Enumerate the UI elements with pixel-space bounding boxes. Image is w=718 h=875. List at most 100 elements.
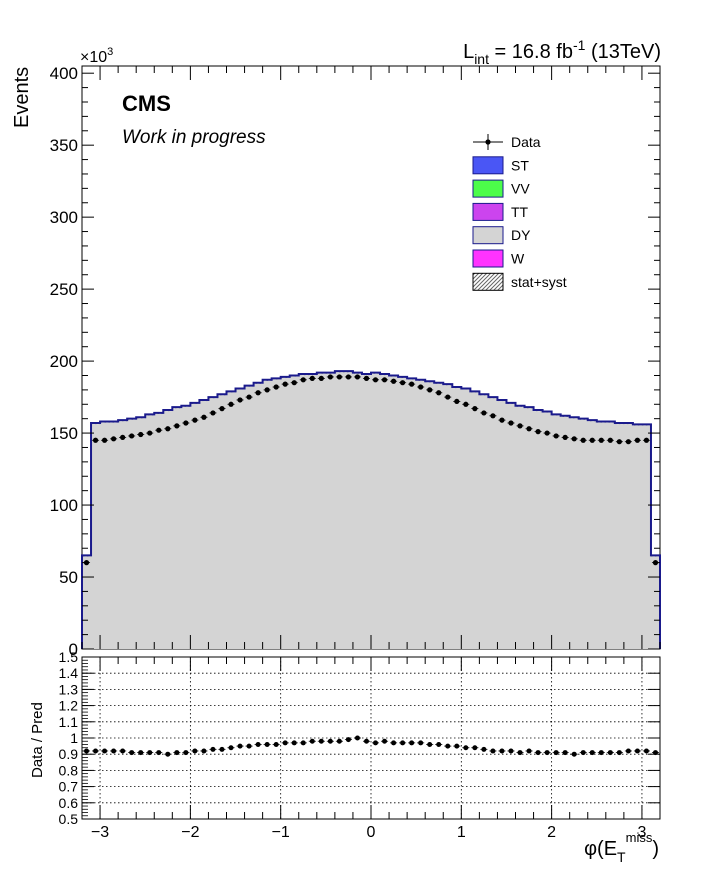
data-point [400,380,406,386]
data-point [598,437,604,443]
ratio-point [490,748,496,754]
ratio-point [111,748,117,754]
data-point [120,434,126,440]
ratio-point [84,748,90,754]
ratio-point [571,751,577,757]
y-tick-label: 100 [50,496,78,515]
legend-label: VV [511,181,530,197]
main-panel: 0 50 100 150 200 250 300 350 400 ×103 Events CMS… [11,46,661,659]
stack-outline [81,370,661,649]
ratio-point [201,748,207,754]
data-point [490,413,496,419]
data-point [390,378,397,384]
ratio-point [363,738,369,744]
data-point [156,427,162,433]
legend-swatch [472,226,504,245]
ratio-point [156,750,162,756]
legend-label: stat+syst [511,274,567,290]
work-in-progress-label: Work in progress [122,127,266,148]
ratio-point [481,746,487,752]
x-tick-label: −1 [272,824,290,841]
ratio-point [318,738,324,744]
data-point [625,439,631,445]
ratio-point [400,740,406,746]
data-point [318,375,324,381]
ratio-point [454,743,460,749]
ratio-point [102,748,108,754]
ratio-point [445,743,451,749]
cms-label: CMS [122,91,171,116]
ratio-point [508,748,514,754]
x-tick-label: 3 [637,824,646,841]
ratio-point [336,738,342,744]
data-point [354,374,361,380]
legend-label: TT [511,204,529,220]
data-point [300,377,306,383]
ratio-point [192,748,198,754]
x-axis-label: φ(ETmiss) [584,830,659,865]
data-point [607,437,613,443]
data-point [643,437,650,443]
ratio-y-axis-label: Data / Pred [29,702,46,778]
data-point [264,387,270,393]
data-point [508,420,514,426]
legend-swatch [472,272,504,291]
data-point [634,437,641,443]
ratio-y-tick-label: 1.3 [59,681,79,697]
ratio-point [643,748,649,754]
ratio-point [544,750,550,756]
data-point [210,410,216,416]
legend-label: W [511,251,525,267]
x-tick-label: 0 [367,824,376,841]
y-axis-label: Events [11,67,33,128]
ratio-point [174,750,180,756]
ratio-point [499,748,505,754]
y-multiplier: ×103 [80,46,113,66]
x-tick-label: −3 [91,824,109,841]
y-tick-label: 350 [50,136,78,155]
data-point [472,406,478,412]
dy-stack-area [82,371,660,649]
ratio-point [652,750,658,756]
ratio-y-tick-label: 0.5 [59,811,79,827]
data-point [589,437,595,443]
ratio-point [391,740,397,746]
ratio-point [165,751,171,757]
ratio-point [219,746,225,752]
ratio-point [309,738,315,744]
ratio-point [120,748,126,754]
data-point [436,390,442,396]
ratio-point [553,750,559,756]
data-point [111,436,117,442]
legend-swatch [472,249,504,268]
data-point [147,430,153,436]
ratio-y-tick-label: 1.5 [59,649,79,665]
data-point [291,380,297,386]
ratio-point [291,740,297,746]
data-point [463,401,469,407]
y-tick-label: 300 [50,208,78,227]
data-point [363,375,370,381]
ratio-point [237,743,243,749]
ratio-point [598,750,604,756]
ratio-point [517,750,523,756]
legend-swatch [472,202,504,221]
ratio-point [210,746,216,752]
data-point [553,433,559,439]
ratio-y-tick-label: 1.2 [59,698,79,714]
ratio-y-tick-label: 0.8 [59,762,79,778]
legend-label: DY [511,227,531,243]
y-tick-label: 50 [59,568,78,587]
data-point [535,429,541,435]
ratio-y-tick-label: 1.1 [59,714,79,730]
data-point [273,384,279,390]
data-point [571,436,577,442]
ratio-point [373,740,379,746]
data-point [427,387,433,393]
x-tick-label: −2 [181,824,199,841]
ratio-point [264,741,270,747]
data-point [616,439,622,445]
luminosity-label: Lint = 16.8 fb-1 (13TeV) [463,37,661,67]
legend-swatch [472,179,504,198]
